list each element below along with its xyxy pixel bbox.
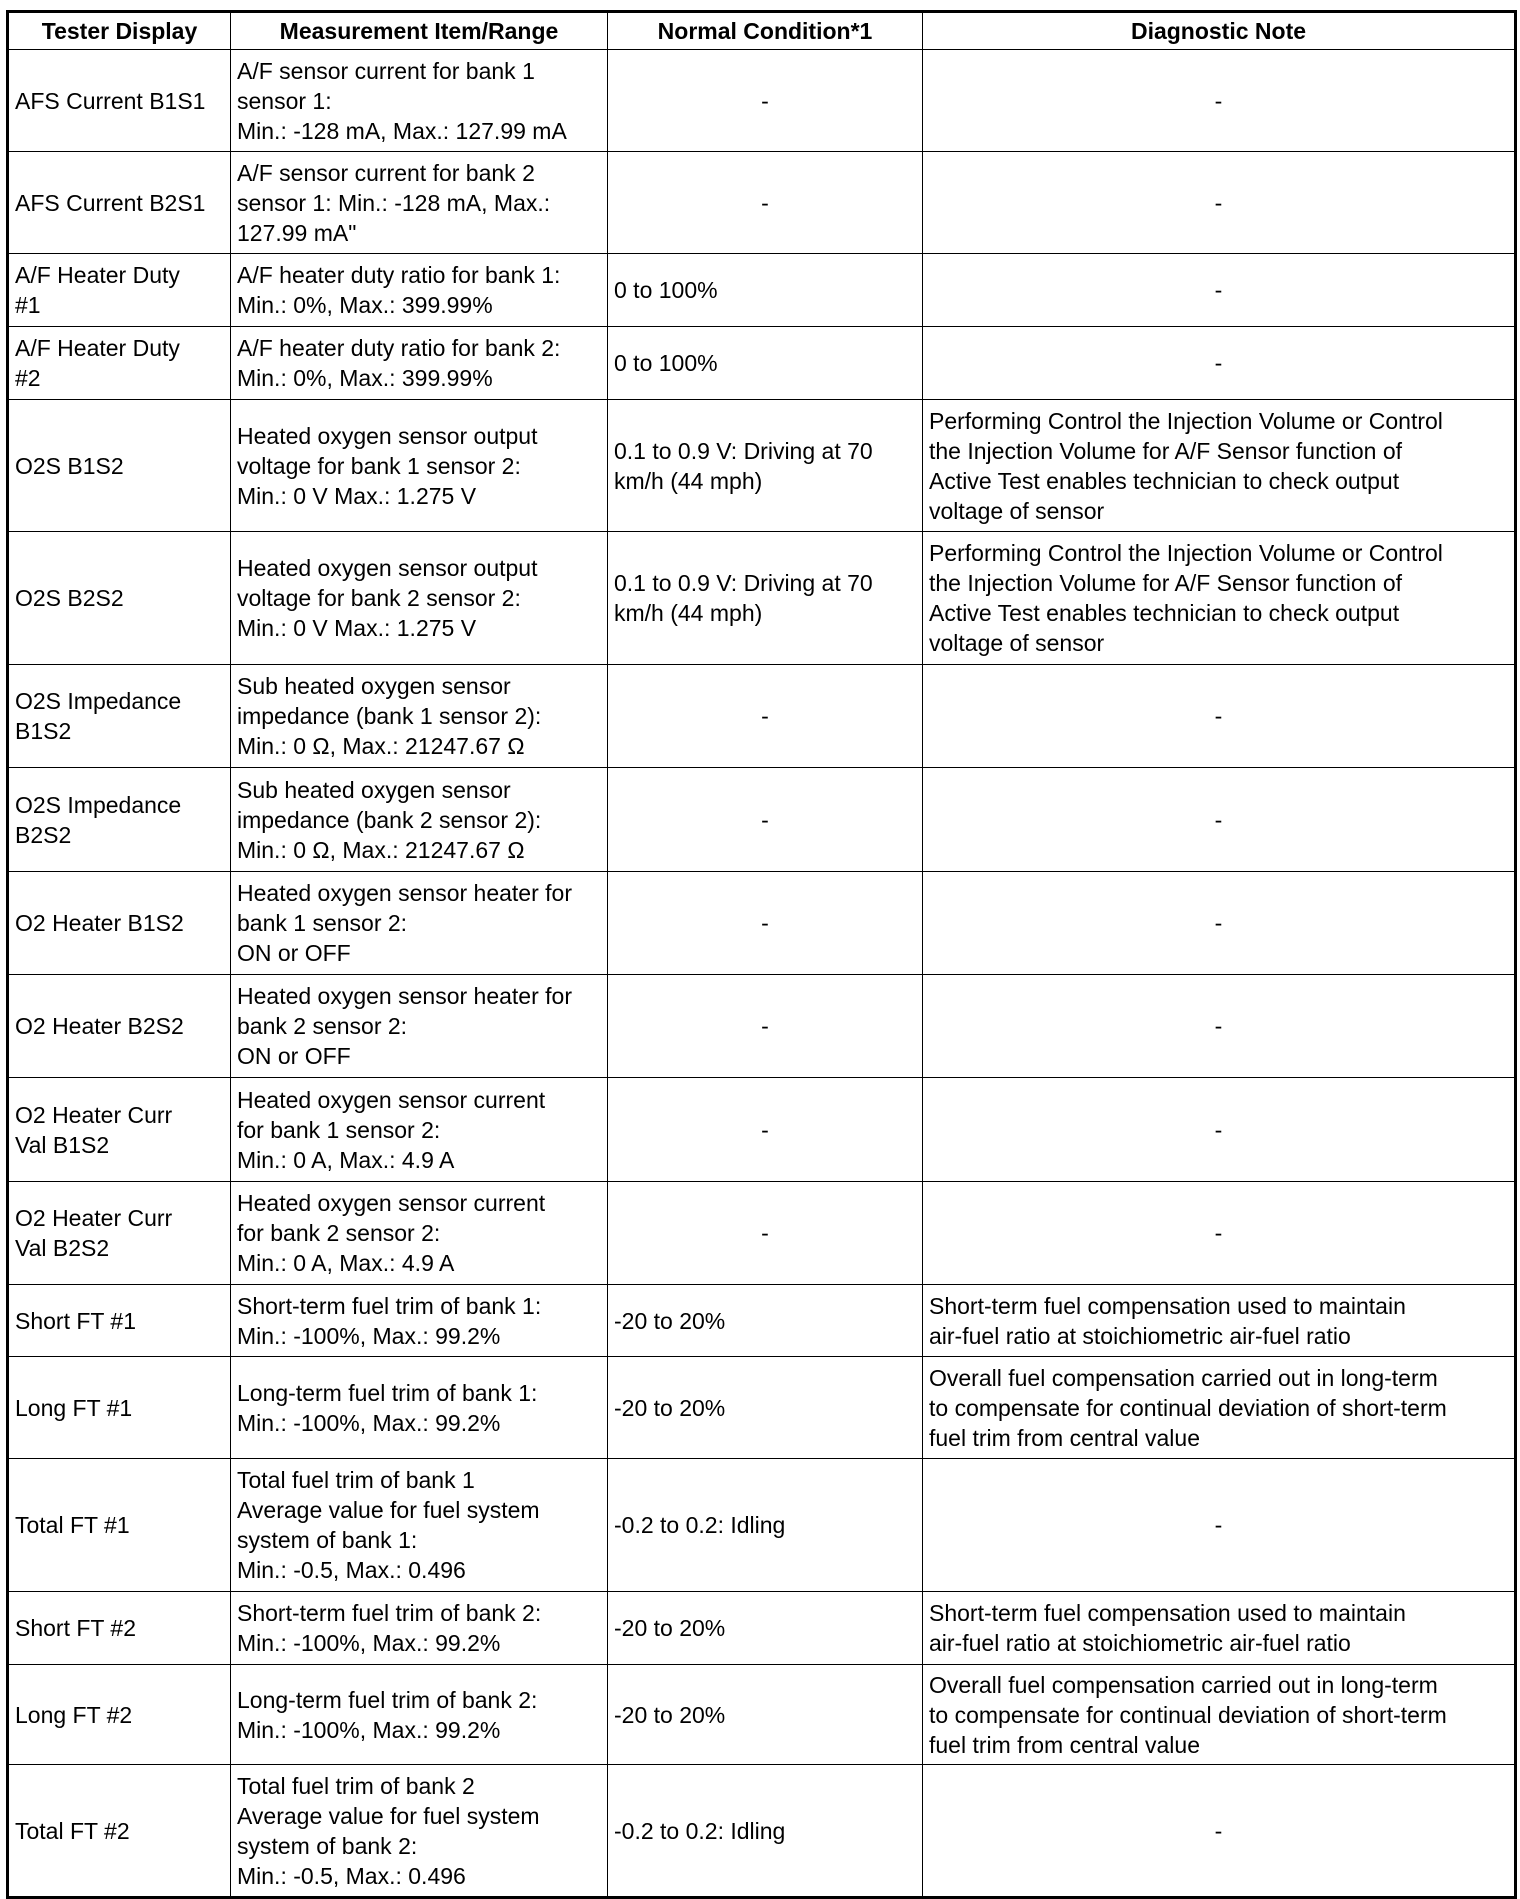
measurement-item-cell: Heated oxygen sensor output voltage for … (230, 531, 608, 665)
normal-condition-cell: 0 to 100% (607, 326, 923, 400)
diagnostic-note-cell: Short-term fuel compensation used to mai… (922, 1284, 1516, 1357)
diagnostic-note-cell: - (922, 664, 1516, 768)
table-row: Total FT #2 Total fuel trim of bank 2 Ave… (7, 1764, 1516, 1898)
normal-condition-cell: - (607, 49, 923, 152)
measurement-item-cell: A/F heater duty ratio for bank 2: Min.: … (230, 326, 608, 400)
table-row: Total FT #1 Total fuel trim of bank 1 Ave… (7, 1458, 1516, 1592)
normal-condition-cell: - (607, 151, 923, 254)
tester-display-cell: O2S Impedance B1S2 (7, 664, 231, 768)
table-row: AFS Current B1S1 A/F sensor current for b… (7, 49, 1516, 152)
tester-display-cell: Short FT #1 (7, 1284, 231, 1357)
tester-display-cell: AFS Current B1S1 (7, 49, 231, 152)
normal-condition-cell: -0.2 to 0.2: Idling (607, 1764, 923, 1898)
diagnostic-note-cell: - (922, 871, 1516, 975)
header-measurement-item: Measurement Item/Range (230, 11, 608, 50)
diagnostic-note-cell: - (922, 1077, 1516, 1182)
table-row: O2S B2S2 Heated oxygen sensor output volt… (7, 531, 1516, 665)
diagnostic-note-cell: Overall fuel compensation carried out in… (922, 1356, 1516, 1459)
table-row: O2 Heater Curr Val B1S2 Heated oxygen sen… (7, 1077, 1516, 1182)
diagnostic-note-cell: Overall fuel compensation carried out in… (922, 1664, 1516, 1765)
table-row: O2 Heater B1S2 Heated oxygen sensor heate… (7, 871, 1516, 975)
normal-condition-cell: -20 to 20% (607, 1664, 923, 1765)
measurement-item-cell: Total fuel trim of bank 1 Average value … (230, 1458, 608, 1592)
diagnostic-note-cell: - (922, 151, 1516, 254)
diagnostic-note-cell: - (922, 767, 1516, 872)
header-row: Tester Display Measurement Item/Range No… (7, 11, 1516, 50)
table-row: O2 Heater B2S2 Heated oxygen sensor heate… (7, 974, 1516, 1078)
normal-condition-cell: - (607, 1181, 923, 1285)
measurement-item-cell: A/F heater duty ratio for bank 1: Min.: … (230, 253, 608, 327)
table-row: A/F Heater Duty #1 A/F heater duty ratio … (7, 253, 1516, 327)
table-row: Long FT #2 Long-term fuel trim of bank 2:… (7, 1664, 1516, 1765)
diagnostic-note-cell: - (922, 1764, 1516, 1898)
measurement-item-cell: Short-term fuel trim of bank 1: Min.: -1… (230, 1284, 608, 1357)
normal-condition-cell: - (607, 871, 923, 975)
tester-display-cell: AFS Current B2S1 (7, 151, 231, 254)
tester-display-cell: O2 Heater B1S2 (7, 871, 231, 975)
table-row: O2S Impedance B1S2 Sub heated oxygen sens… (7, 664, 1516, 768)
tester-display-cell: A/F Heater Duty #2 (7, 326, 231, 400)
measurement-item-cell: Heated oxygen sensor heater for bank 1 s… (230, 871, 608, 975)
diagnostic-note-cell: Short-term fuel compensation used to mai… (922, 1591, 1516, 1665)
diagnostic-note-cell: - (922, 1458, 1516, 1592)
diagnostic-note-cell: - (922, 49, 1516, 152)
diagnostic-note-cell: - (922, 974, 1516, 1078)
tester-display-cell: Short FT #2 (7, 1591, 231, 1665)
normal-condition-cell: 0.1 to 0.9 V: Driving at 70 km/h (44 mph… (607, 531, 923, 665)
measurement-item-cell: Heated oxygen sensor current for bank 2 … (230, 1181, 608, 1285)
measurement-item-cell: Total fuel trim of bank 2 Average value … (230, 1764, 608, 1898)
normal-condition-cell: 0 to 100% (607, 253, 923, 327)
table-row: Short FT #2 Short-term fuel trim of bank … (7, 1591, 1516, 1665)
table-row: O2 Heater Curr Val B2S2 Heated oxygen sen… (7, 1181, 1516, 1285)
normal-condition-cell: -0.2 to 0.2: Idling (607, 1458, 923, 1592)
tester-display-cell: O2S Impedance B2S2 (7, 767, 231, 872)
measurement-item-cell: Heated oxygen sensor current for bank 1 … (230, 1077, 608, 1182)
table-row: Short FT #1 Short-term fuel trim of bank … (7, 1284, 1516, 1357)
header-tester-display: Tester Display (7, 11, 231, 50)
tester-data-table: Tester Display Measurement Item/Range No… (6, 10, 1517, 1899)
tester-display-cell: Long FT #1 (7, 1356, 231, 1459)
normal-condition-cell: - (607, 664, 923, 768)
tester-display-cell: Total FT #2 (7, 1764, 231, 1898)
header-normal-condition: Normal Condition*1 (607, 11, 923, 50)
tester-display-cell: O2 Heater B2S2 (7, 974, 231, 1078)
table-row: AFS Current B2S1 A/F sensor current for b… (7, 151, 1516, 254)
normal-condition-cell: 0.1 to 0.9 V: Driving at 70 km/h (44 mph… (607, 399, 923, 532)
diagnostic-note-cell: - (922, 1181, 1516, 1285)
measurement-item-cell: Sub heated oxygen sensor impedance (bank… (230, 664, 608, 768)
normal-condition-cell: - (607, 767, 923, 872)
tester-display-cell: Long FT #2 (7, 1664, 231, 1765)
measurement-item-cell: Sub heated oxygen sensor impedance (bank… (230, 767, 608, 872)
measurement-item-cell: Long-term fuel trim of bank 1: Min.: -10… (230, 1356, 608, 1459)
tester-display-cell: Total FT #1 (7, 1458, 231, 1592)
normal-condition-cell: - (607, 974, 923, 1078)
normal-condition-cell: -20 to 20% (607, 1284, 923, 1357)
table-row: Long FT #1 Long-term fuel trim of bank 1:… (7, 1356, 1516, 1459)
measurement-item-cell: A/F sensor current for bank 2 sensor 1: … (230, 151, 608, 254)
measurement-item-cell: A/F sensor current for bank 1 sensor 1: … (230, 49, 608, 152)
diagnostic-note-cell: Performing Control the Injection Volume … (922, 531, 1516, 665)
normal-condition-cell: -20 to 20% (607, 1591, 923, 1665)
table-row: A/F Heater Duty #2 A/F heater duty ratio … (7, 326, 1516, 400)
table-row: O2S B1S2 Heated oxygen sensor output volt… (7, 399, 1516, 532)
normal-condition-cell: -20 to 20% (607, 1356, 923, 1459)
table-row: O2S Impedance B2S2 Sub heated oxygen sens… (7, 767, 1516, 872)
tester-display-cell: O2 Heater Curr Val B1S2 (7, 1077, 231, 1182)
tester-display-cell: A/F Heater Duty #1 (7, 253, 231, 327)
measurement-item-cell: Long-term fuel trim of bank 2: Min.: -10… (230, 1664, 608, 1765)
tester-display-cell: O2 Heater Curr Val B2S2 (7, 1181, 231, 1285)
tester-display-cell: O2S B2S2 (7, 531, 231, 665)
normal-condition-cell: - (607, 1077, 923, 1182)
header-diagnostic-note: Diagnostic Note (922, 11, 1516, 50)
measurement-item-cell: Heated oxygen sensor output voltage for … (230, 399, 608, 532)
measurement-item-cell: Short-term fuel trim of bank 2: Min.: -1… (230, 1591, 608, 1665)
diagnostic-note-cell: - (922, 326, 1516, 400)
diagnostic-note-cell: Performing Control the Injection Volume … (922, 399, 1516, 532)
tester-display-cell: O2S B1S2 (7, 399, 231, 532)
diagnostic-note-cell: - (922, 253, 1516, 327)
measurement-item-cell: Heated oxygen sensor heater for bank 2 s… (230, 974, 608, 1078)
